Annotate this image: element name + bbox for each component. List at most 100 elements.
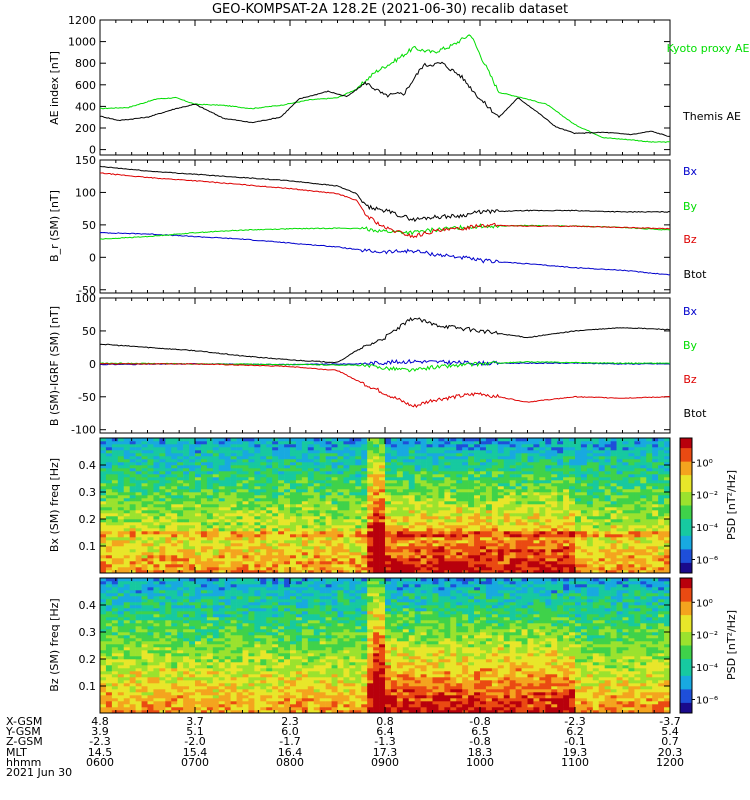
- spectrogram-cell: [533, 561, 540, 565]
- spectrogram-cell: [385, 450, 392, 454]
- spectrogram-cell: [159, 498, 166, 502]
- spectrogram-cell: [563, 561, 570, 565]
- spectrogram-cell: [278, 555, 285, 559]
- spectrogram-cell: [545, 546, 552, 550]
- spectrogram-cell: [343, 468, 350, 472]
- spectrogram-cell: [414, 513, 421, 517]
- spectrogram-cell: [491, 525, 499, 529]
- spectrogram-cell: [123, 459, 130, 463]
- spectrogram-cell: [551, 495, 558, 499]
- spectrogram-cell: [563, 438, 570, 442]
- spectrogram-cell: [580, 567, 588, 571]
- spectrogram-cell: [575, 522, 582, 526]
- spectrogram-cell: [545, 477, 552, 481]
- spectrogram-cell: [533, 549, 540, 553]
- spectrogram-cell: [474, 549, 481, 553]
- spectrogram-cell: [634, 510, 641, 514]
- spectrogram-cell: [242, 459, 249, 463]
- spectrogram-cell: [325, 528, 332, 532]
- spectrogram-cell: [105, 623, 113, 627]
- spectrogram-cell: [474, 459, 481, 463]
- spectrogram-cell: [527, 567, 534, 571]
- spectrogram-cell: [290, 525, 297, 529]
- spectrogram-cell: [628, 558, 635, 562]
- spectrogram-cell: [248, 534, 255, 538]
- spectrogram-cell: [367, 528, 374, 532]
- spectrogram-cell: [242, 561, 249, 565]
- spectrogram-cell: [248, 483, 255, 487]
- spectrogram-cell: [171, 459, 178, 463]
- spectrogram-cell: [468, 516, 475, 520]
- spectrogram-cell: [266, 468, 273, 472]
- spectrogram-cell: [450, 537, 457, 541]
- spectrogram-cell: [153, 495, 160, 499]
- spectrogram-cell: [509, 519, 516, 523]
- spectrogram-cell: [236, 486, 243, 490]
- spectrogram-cell: [592, 519, 600, 523]
- spectrogram-cell: [367, 495, 374, 499]
- spectrogram-cell: [646, 525, 653, 529]
- spectrogram-cell: [105, 531, 113, 535]
- spectrogram-cell: [100, 477, 107, 481]
- spectrogram-cell: [592, 501, 600, 505]
- spectrogram-cell: [474, 456, 481, 460]
- spectrogram-cell: [218, 528, 225, 532]
- spectrogram-cell: [100, 710, 107, 714]
- spectrogram-cell: [325, 537, 332, 541]
- spectrogram-cell: [402, 447, 410, 451]
- spectrogram-cell: [373, 495, 380, 499]
- spectrogram-cell: [331, 519, 338, 523]
- spectrogram-cell: [646, 564, 653, 568]
- spectrogram-cell: [200, 438, 208, 442]
- spectrogram-cell: [206, 462, 214, 466]
- spectrogram-cell: [135, 531, 142, 535]
- spectrogram-cell: [480, 567, 487, 571]
- spectrogram-cell: [438, 438, 445, 442]
- spectrogram-cell: [491, 534, 499, 538]
- spectrogram-cell: [331, 486, 338, 490]
- spectrogram-cell: [295, 450, 303, 454]
- spectrogram-cell: [396, 552, 404, 556]
- spectrogram-cell: [171, 471, 178, 475]
- spectrogram-cell: [117, 471, 125, 475]
- spectrogram-cell: [456, 540, 463, 544]
- spectrogram-cell: [438, 534, 445, 538]
- spectrogram-cell: [307, 498, 315, 502]
- spectrogram-cell: [177, 525, 184, 529]
- spectrogram-cell: [266, 552, 273, 556]
- spectrogram-cell: [307, 480, 315, 484]
- spectrogram-cell: [545, 486, 552, 490]
- spectrogram-cell: [313, 438, 320, 442]
- spectrogram-cell: [165, 534, 172, 538]
- spectrogram-cell: [337, 531, 344, 535]
- spectrogram-cell: [224, 483, 231, 487]
- spectrogram-cell: [355, 543, 362, 547]
- spectrogram-cell: [456, 453, 463, 457]
- spectrogram-cell: [117, 531, 125, 535]
- spectrogram-cell: [123, 617, 130, 621]
- spectrogram-cell: [200, 468, 208, 472]
- spectrogram-cell: [195, 534, 202, 538]
- spectrogram-cell: [313, 528, 320, 532]
- spectrogram-cell: [664, 495, 671, 499]
- spectrogram-cell: [420, 456, 427, 460]
- spectrogram-cell: [533, 522, 540, 526]
- spectrogram-cell: [361, 465, 368, 469]
- spectrogram-cell: [230, 537, 237, 541]
- spectrogram-cell: [592, 531, 600, 535]
- spectrogram-cell: [569, 450, 576, 454]
- spectrogram-cell: [100, 480, 107, 484]
- spectrogram-cell: [515, 543, 522, 547]
- spectrogram-cell: [105, 650, 113, 654]
- spectrogram-cell: [622, 561, 629, 565]
- spectrogram-cell: [301, 471, 309, 475]
- spectrogram-cell: [183, 564, 190, 568]
- spectrogram-cell: [491, 522, 499, 526]
- spectrogram-cell: [408, 438, 415, 442]
- spectrogram-cell: [105, 710, 113, 714]
- spectrogram-cell: [319, 501, 326, 505]
- spectrogram-cell: [295, 444, 303, 448]
- spectrogram-cell: [105, 483, 113, 487]
- spectrogram-cell: [379, 531, 386, 535]
- spectrogram-cell: [301, 516, 309, 520]
